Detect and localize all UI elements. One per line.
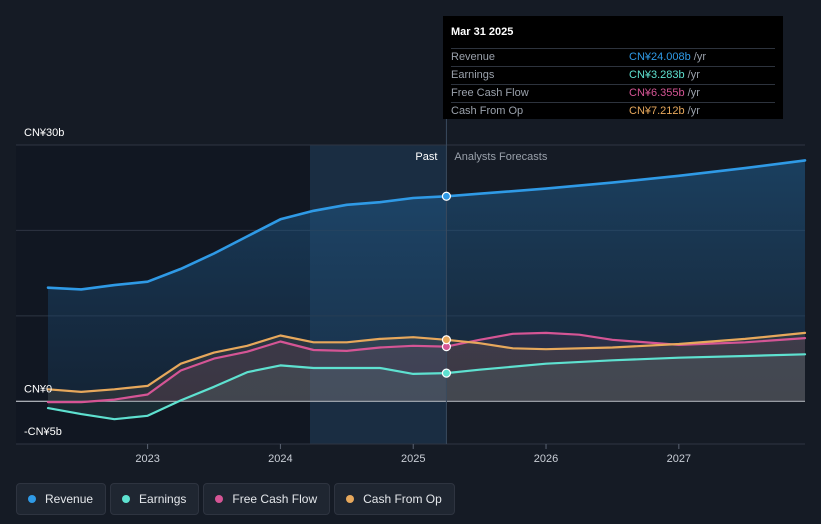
tooltip-row-label: Free Cash Flow xyxy=(451,87,529,99)
cash-from-op-line xyxy=(46,331,807,393)
tooltip-row-unit: /yr xyxy=(687,69,700,81)
tooltip-row-label: Cash From Op xyxy=(451,105,524,117)
x-tick-label: 2027 xyxy=(667,453,691,465)
tooltip-row-value: CN¥7.212b xyxy=(629,105,685,117)
tooltip-row-free-cash-flow: Free Cash Flow CN¥6.355b/yr xyxy=(451,84,775,102)
cash-from-op-area xyxy=(48,332,805,402)
legend: Revenue Earnings Free Cash Flow Cash From O… xyxy=(16,483,455,515)
legend-item-revenue[interactable]: Revenue xyxy=(16,483,107,515)
past-label: Past xyxy=(415,151,437,163)
legend-dot-icon xyxy=(28,495,36,503)
x-tick-label: 2026 xyxy=(534,453,558,465)
earnings-line xyxy=(46,353,807,421)
x-tick-label: 2025 xyxy=(401,453,425,465)
earnings-marker xyxy=(441,368,452,378)
y-tick-label: -CN¥5b xyxy=(24,426,62,438)
tooltip: Mar 31 2025 Revenue CN¥24.008b/yr Earnings… xyxy=(443,16,783,119)
legend-label: Earnings xyxy=(139,492,187,506)
legend-label: Free Cash Flow xyxy=(232,492,318,506)
forecast-label: Analysts Forecasts xyxy=(454,151,547,163)
y-tick-label: CN¥30b xyxy=(24,127,64,139)
free-cash-flow-area xyxy=(48,332,805,403)
legend-dot-icon xyxy=(215,495,224,503)
legend-label: Cash From Op xyxy=(363,492,442,506)
tooltip-row-unit: /yr xyxy=(693,51,707,63)
legend-dot-icon xyxy=(122,495,131,503)
legend-label: Revenue xyxy=(45,492,94,506)
legend-item-cash-from-op[interactable]: Cash From Op xyxy=(334,483,455,515)
y-tick-label: CN¥0 xyxy=(24,383,52,395)
tooltip-date: Mar 31 2025 xyxy=(451,26,514,38)
tooltip-row-unit: /yr xyxy=(687,105,700,117)
revenue-line xyxy=(46,159,807,291)
earnings-area xyxy=(48,354,805,420)
tooltip-row-label: Revenue xyxy=(451,51,496,63)
revenue-marker xyxy=(441,191,452,201)
tooltip-row-earnings: Earnings CN¥3.283b/yr xyxy=(451,66,775,84)
tooltip-row-value: CN¥3.283b xyxy=(629,69,685,81)
x-tick-label: 2023 xyxy=(135,453,159,465)
tooltip-row-cash-from-op: Cash From Op CN¥7.212b/yr xyxy=(451,102,775,120)
legend-item-free-cash-flow[interactable]: Free Cash Flow xyxy=(203,483,331,515)
tooltip-row-revenue: Revenue CN¥24.008b/yr xyxy=(451,48,775,66)
tooltip-row-label: Earnings xyxy=(451,69,495,81)
tooltip-row-unit: /yr xyxy=(687,87,700,99)
legend-item-earnings[interactable]: Earnings xyxy=(110,483,200,515)
cash-from-op-marker xyxy=(441,335,452,345)
tooltip-row-value: CN¥6.355b xyxy=(629,87,685,99)
x-tick-label: 2024 xyxy=(268,453,292,465)
free-cash-flow-line xyxy=(46,331,807,404)
tooltip-row-value: CN¥24.008b xyxy=(629,51,691,63)
legend-dot-icon xyxy=(346,495,355,503)
